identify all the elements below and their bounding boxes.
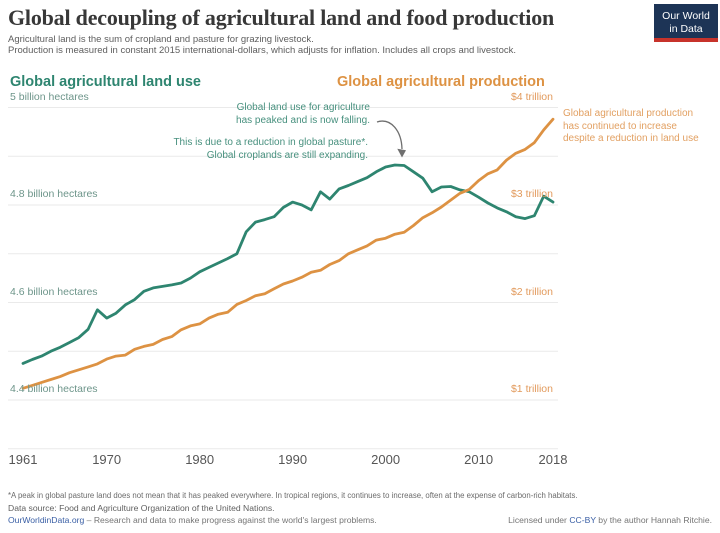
right-axis-tick-label: $2 trillion [510, 285, 553, 298]
left-axis-tick-label: 4.6 billion hectares [10, 285, 98, 298]
right-axis-series-title: Global agricultural production [337, 74, 545, 90]
annotation-production-increase: Global agricultural production has conti… [563, 108, 699, 145]
footnote: *A peak in global pasture land does not … [8, 491, 578, 500]
owid-tagline: – Research and data to make progress aga… [84, 514, 377, 525]
annotation-land-peaked: Global land use for agriculture has peak… [236, 102, 370, 126]
x-axis-tick-label: 2018 [538, 452, 568, 467]
cc-by-link[interactable]: CC-BY [569, 514, 596, 525]
x-axis-tick-label: 1961 [8, 452, 38, 467]
owid-logo-line2: in Data [669, 23, 703, 35]
left-axis-series-title: Global agricultural land use [10, 74, 201, 90]
subtitle-line-1: Agricultural land is the sum of cropland… [8, 33, 314, 45]
right-axis-tick-label: $1 trillion [510, 383, 553, 395]
page-title: Global decoupling of agricultural land a… [8, 5, 555, 30]
left-axis-tick-label: 5 billion hectares [10, 90, 89, 103]
license-line: Licensed under CC-BY by the author Hanna… [508, 514, 712, 525]
right-axis-tick-label: $3 trillion [510, 188, 553, 200]
annotation-arrow [376, 120, 406, 158]
owid-tagline-line: OurWorldinData.org – Research and data t… [8, 515, 377, 525]
subtitle-line-2: Production is measured in constant 2015 … [8, 45, 516, 56]
production-line [21, 117, 555, 390]
left-axis-tick-label: 4.4 billion hectares [10, 383, 98, 395]
owid-logo: Our World in Data [654, 4, 718, 42]
annotation-pasture-reduction: This is due to a reduction in global pas… [173, 137, 368, 161]
x-axis-tick-label: 1990 [278, 452, 308, 467]
x-axis-tick-label: 1980 [185, 452, 215, 467]
series-lines [21, 117, 555, 390]
x-axis-tick-label: 2010 [464, 452, 494, 467]
x-axis-tick-label: 1970 [92, 452, 122, 467]
right-axis-tick-label: $4 trillion [510, 90, 553, 103]
owid-logo-red-bar [654, 37, 718, 42]
data-source: Data source: Food and Agriculture Organi… [8, 502, 275, 513]
owid-org-link[interactable]: OurWorldinData.org [8, 514, 85, 525]
x-axis-tick-label: 2000 [371, 452, 401, 467]
left-axis-tick-label: 4.8 billion hectares [10, 188, 98, 200]
owid-logo-line1: Our World [662, 9, 710, 22]
gridlines [8, 107, 558, 450]
